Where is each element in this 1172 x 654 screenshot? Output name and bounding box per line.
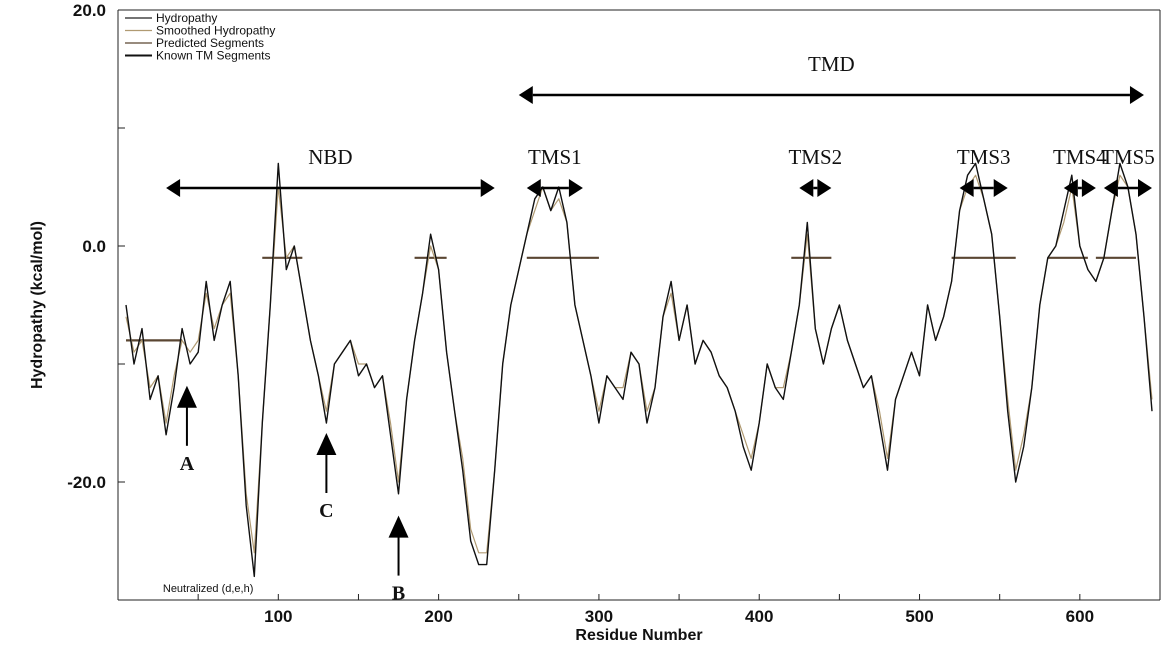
region-arrow-head [799,179,814,197]
region-label: TMD [808,52,855,76]
y-tick-label: 0.0 [82,237,106,256]
note-label: Neutralized (d,e,h) [163,583,254,595]
region-label: TMS1 [528,145,582,169]
x-tick-label: 200 [424,607,452,626]
x-tick-label: 300 [585,607,613,626]
region-label: TMS4 [1053,145,1107,169]
x-axis-title: Residue Number [575,627,702,644]
region-arrow-head [568,179,583,197]
region-arrow-head [1063,179,1078,197]
point-arrow-head [316,433,337,455]
region-arrow-head [166,179,181,197]
x-axis: 100 200 300 400 500 600 [197,594,1094,626]
x-tick-label: 600 [1066,607,1094,626]
region-arrow-head [1103,179,1118,197]
point-arrow-head [176,385,197,408]
region-arrow-head [1129,86,1144,104]
y-tick-label: 20.0 [73,1,106,20]
legend-entry: Smoothed Hydropathy [156,24,275,38]
point-arrow-label: B [392,583,405,605]
x-tick-label: 100 [264,607,292,626]
region-label: TMS2 [788,145,842,169]
point-arrows: A C B [176,385,409,605]
region-arrow-head [993,179,1008,197]
y-axis: 20.0 0.0 -20.0 [67,1,125,601]
point-arrow-label: A [180,453,195,475]
region-arrow-head [480,179,495,197]
y-axis-title: Hydropathy (kcal/mol) [29,221,46,389]
plot-frame [117,9,1161,601]
region-arrow-head [1137,179,1152,197]
point-arrow-head [388,515,409,538]
legend-entry: Known TM Segments [156,49,271,63]
x-tick-label: 400 [745,607,773,626]
region-arrow-head [817,179,832,197]
region-label: NBD [308,145,352,169]
region-arrow-head [1081,179,1096,197]
region-label: TMS3 [957,145,1011,169]
region-arrow-head [526,179,541,197]
legend-entry: Hydropathy [156,11,217,25]
x-tick-label: 500 [905,607,933,626]
legend-entry: Predicted Segments [156,36,264,50]
region-label: TMS5 [1101,145,1155,169]
region-arrow-head [518,86,533,104]
point-arrow-label: C [319,500,333,522]
region-arrow-head [959,179,974,197]
y-tick-label: -20.0 [67,473,106,492]
